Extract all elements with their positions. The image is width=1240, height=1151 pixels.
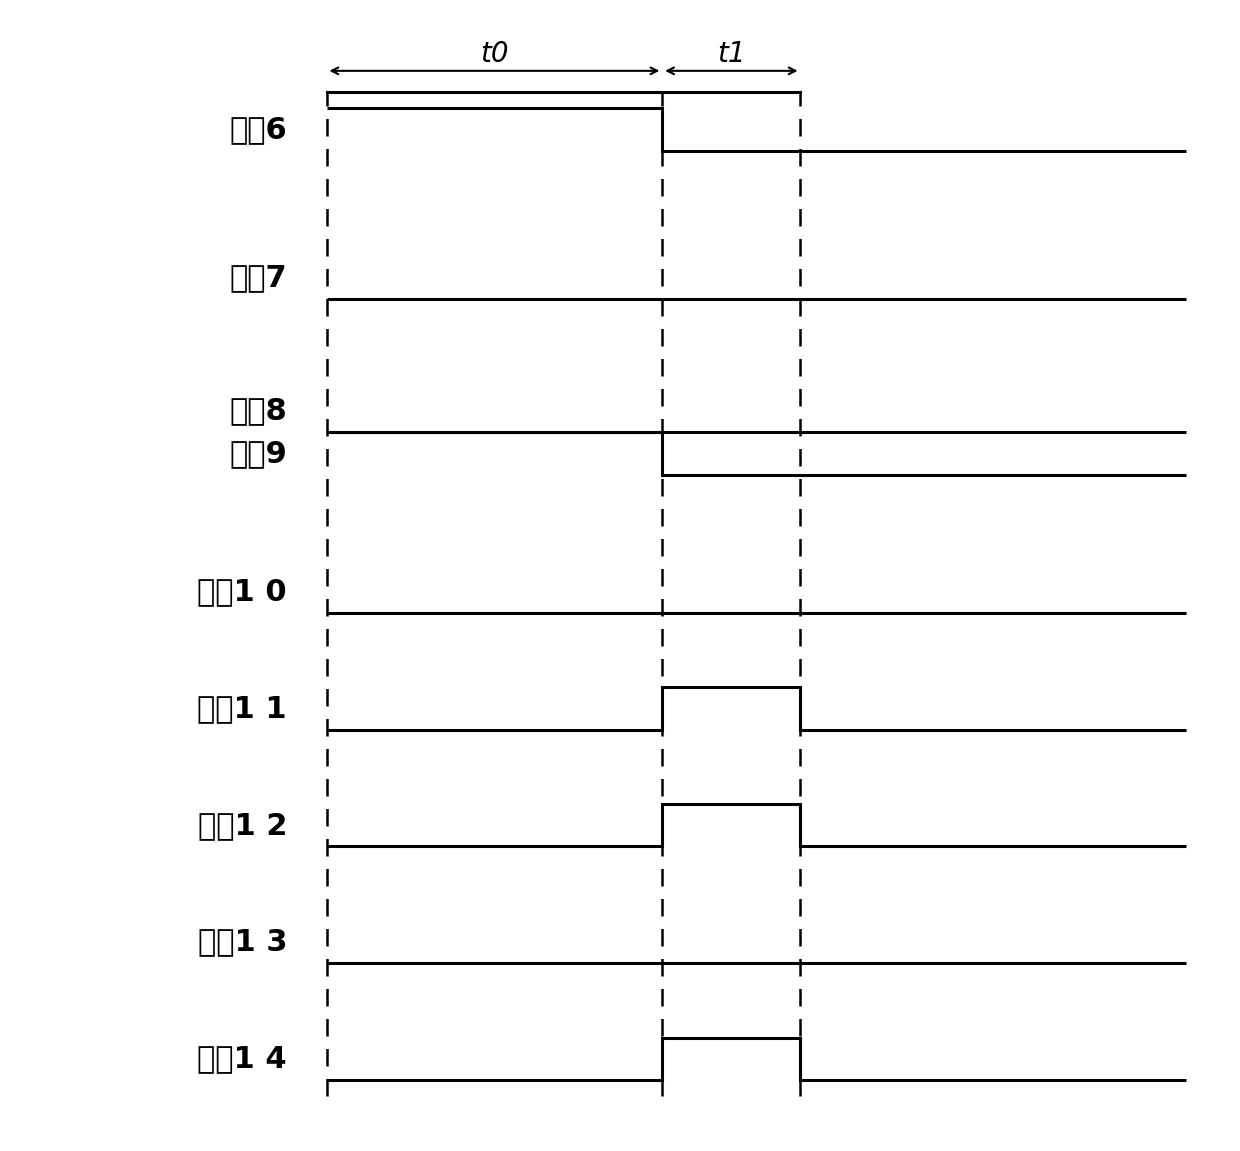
Text: t0: t0	[480, 39, 508, 68]
Text: 开女6: 开女6	[229, 115, 286, 144]
Text: t1: t1	[717, 39, 745, 68]
Text: 开女9: 开女9	[229, 439, 286, 467]
Text: 开女7: 开女7	[229, 264, 286, 292]
Text: 开儱1 0: 开儱1 0	[197, 577, 286, 605]
Text: 开儱1 1: 开儱1 1	[197, 694, 286, 723]
Text: 开儱1 3: 开儱1 3	[197, 928, 286, 956]
Text: 开儱1 4: 开儱1 4	[197, 1044, 286, 1074]
Text: 开女8: 开女8	[229, 396, 286, 426]
Text: 开儱1 2: 开儱1 2	[197, 810, 286, 840]
